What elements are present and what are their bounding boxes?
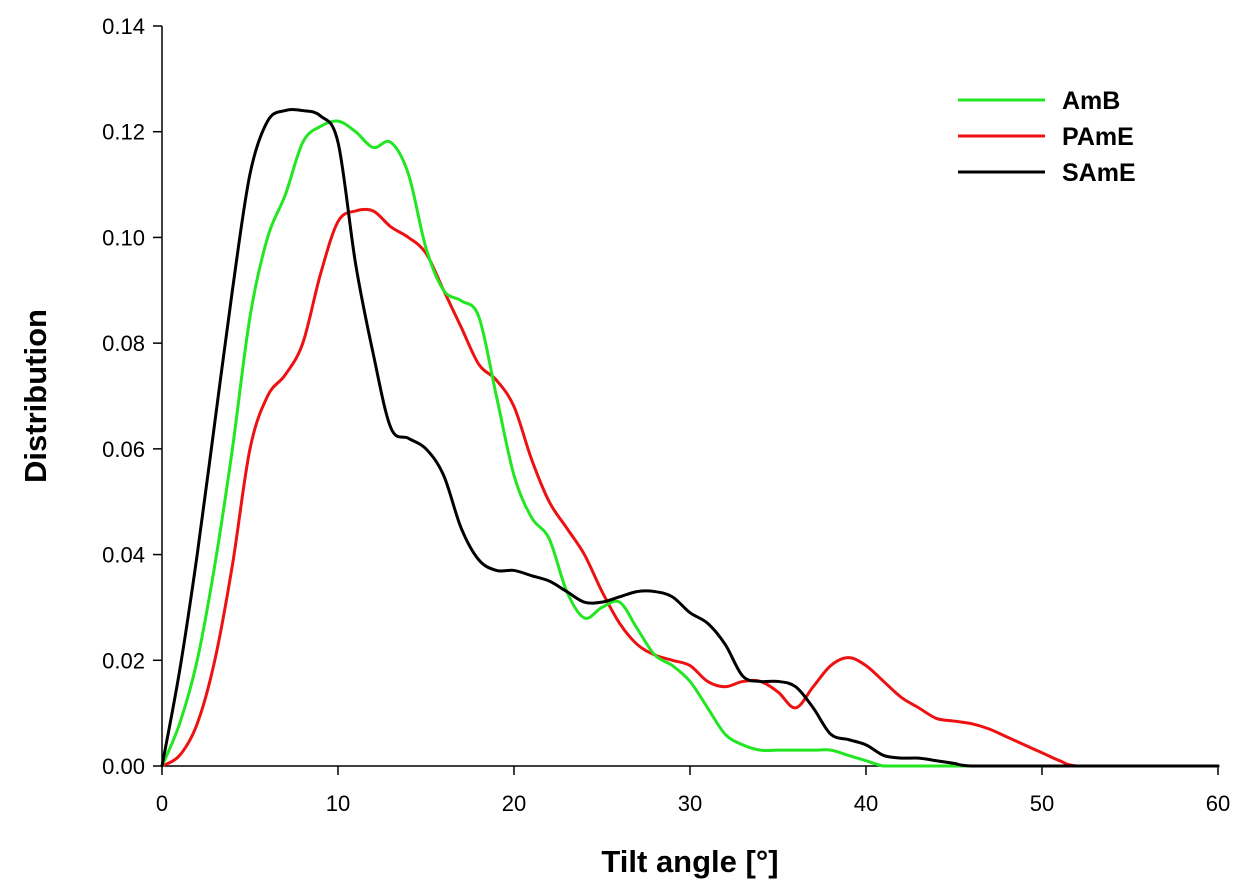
series-lines	[160, 108, 1220, 768]
series-line-pame	[160, 207, 1220, 768]
y-tick-label: 0.12	[102, 120, 145, 145]
series-line-same	[160, 108, 1220, 768]
x-axis-title: Tilt angle [°]	[601, 844, 778, 879]
legend: AmB PAmE SAmE	[958, 87, 1136, 187]
series-line-amb	[160, 119, 1220, 768]
y-tick-label: 0.00	[102, 754, 145, 779]
legend-label-amb: AmB	[1062, 87, 1120, 115]
legend-label-same: SAmE	[1062, 159, 1136, 187]
y-tick-label: 0.02	[102, 648, 145, 673]
x-tick-label: 0	[156, 791, 168, 816]
axes	[161, 26, 1218, 767]
legend-label-pame: PAmE	[1062, 123, 1134, 151]
y-tick-label: 0.14	[102, 14, 145, 39]
tick-marks	[153, 25, 1219, 775]
y-tick-label: 0.06	[102, 437, 145, 462]
x-tick-label: 20	[502, 791, 526, 816]
x-tick-label: 10	[326, 791, 350, 816]
x-tick-label: 30	[678, 791, 702, 816]
x-tick-label: 40	[854, 791, 878, 816]
y-tick-label: 0.10	[102, 225, 145, 250]
x-tick-label: 50	[1030, 791, 1054, 816]
tick-labels: 0 10 20 30 40 50 60 0.00 0.02 0.04 0.06 0.08 0.10 0.1…	[102, 14, 1230, 816]
y-axis-title: Distribution	[18, 309, 53, 483]
y-tick-label: 0.08	[102, 331, 145, 356]
y-tick-label: 0.04	[102, 543, 145, 568]
x-tick-label: 60	[1206, 791, 1230, 816]
